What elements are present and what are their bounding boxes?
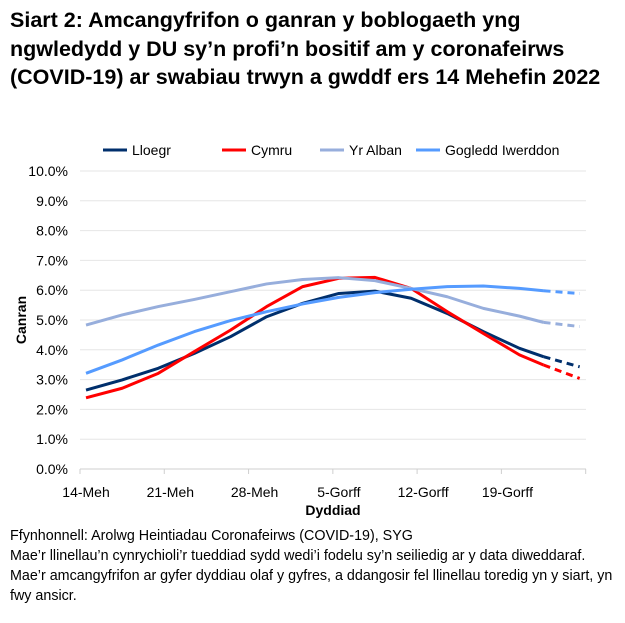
y-tick-label: 0.0% bbox=[36, 461, 68, 477]
x-tick-label: 21-Meh bbox=[147, 484, 194, 500]
method-note: Mae’r llinellau’n cynrychioli’r tueddiad… bbox=[10, 548, 613, 604]
x-tick-label: 28-Meh bbox=[231, 484, 278, 500]
y-tick-label: 5.0% bbox=[36, 312, 68, 328]
y-tick-label: 10.0% bbox=[28, 163, 68, 179]
chart-title: Siart 2: Amcangyfrifon o ganran y boblog… bbox=[10, 8, 601, 89]
y-tick-label: 4.0% bbox=[36, 342, 68, 358]
y-tick-label: 1.0% bbox=[36, 431, 68, 447]
series-line-2 bbox=[85, 276, 544, 327]
series-dashed-2 bbox=[543, 320, 580, 329]
y-tick-label: 9.0% bbox=[36, 193, 68, 209]
x-tick-label: 12-Gorff bbox=[398, 484, 449, 500]
series-line-1 bbox=[85, 275, 545, 400]
series-dashed-3 bbox=[543, 289, 580, 295]
y-axis-title: Canran bbox=[13, 296, 29, 344]
series-dashed-0 bbox=[543, 355, 581, 369]
y-tick-label: 7.0% bbox=[36, 252, 68, 268]
y-tick-label: 6.0% bbox=[36, 282, 68, 298]
x-tick-label: 19-Gorff bbox=[482, 484, 533, 500]
x-axis-title: Dyddiad bbox=[305, 502, 360, 518]
legend-label: Yr Alban bbox=[349, 142, 402, 158]
series-line-3 bbox=[85, 284, 544, 375]
legend-label: Lloegr bbox=[132, 142, 171, 158]
series-dashed-1 bbox=[543, 363, 581, 380]
source-note: Ffynhonnell: Arolwg Heintiadau Coronafei… bbox=[10, 528, 413, 544]
y-tick-label: 8.0% bbox=[36, 223, 68, 239]
y-tick-label: 3.0% bbox=[36, 372, 68, 388]
footer: Ffynhonnell: Arolwg Heintiadau Coronafei… bbox=[10, 526, 620, 606]
x-tick-label: 5-Gorff bbox=[317, 484, 360, 500]
x-tick-label: 14-Meh bbox=[62, 484, 109, 500]
y-tick-label: 2.0% bbox=[36, 401, 68, 417]
legend-label: Cymru bbox=[251, 142, 292, 158]
legend-label: Gogledd Iwerddon bbox=[445, 142, 559, 158]
